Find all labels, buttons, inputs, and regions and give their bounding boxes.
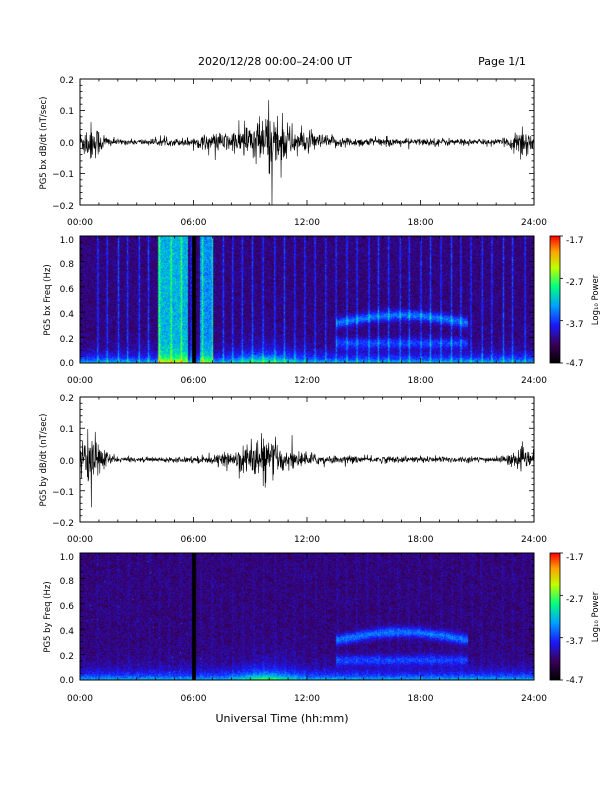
cb1-tick-2: -3.7 [566,320,584,330]
byf-ytick-1: 0.8 [60,577,75,587]
x-axis-label: Universal Time (hh:mm) [216,712,349,725]
p4-xtick-0: 00:00 [67,694,93,704]
p2-xtick-4: 24:00 [521,376,547,386]
by-dbdt-ticks [79,396,535,523]
cb2-tick-0: -1.7 [566,553,584,563]
p2-xtick-2: 12:00 [294,376,320,386]
bx-dbdt-trace [79,100,535,206]
cb1-tick-3: -4.7 [566,359,584,369]
cb2-tick-1: -2.7 [566,595,584,605]
p4-xtick-1: 06:00 [181,694,207,704]
by-ytick-3: −0.1 [52,488,74,498]
bxf-ytick-2: 0.6 [60,285,75,295]
p1-xtick-0: 00:00 [67,218,93,228]
byf-ytick-4: 0.2 [60,652,74,662]
bx-dbdt-ylabel: PG5 bx dB/dt (nT/sec) [39,97,49,190]
bx-ytick-0: 0.2 [60,76,74,86]
p3-xtick-3: 18:00 [408,535,434,545]
p4-xtick-2: 12:00 [294,694,320,704]
bx-spectrogram-ticks [79,235,535,364]
bxf-ytick-5: 0.0 [60,359,75,369]
bx-ytick-2: 0.0 [60,139,75,149]
p1-xtick-1: 06:00 [181,218,207,228]
p1-xtick-4: 24:00 [521,218,547,228]
by-dbdt-ylabel: PG5 by dB/dt (nT/sec) [39,414,49,507]
by-dbdt-trace [79,428,535,508]
byf-ytick-5: 0.0 [60,676,75,686]
p2-xtick-3: 18:00 [408,376,434,386]
by-freq-ylabel: PG5 by Freq (Hz) [43,581,53,652]
by-ytick-1: 0.1 [60,425,74,435]
p2-xtick-0: 00:00 [67,376,93,386]
by-ytick-4: −0.2 [52,519,74,529]
panel-by-spectrogram: 1.0 0.8 0.6 0.4 0.2 0.0 PG5 by Freq (Hz)… [43,552,601,704]
p4-xtick-3: 18:00 [408,694,434,704]
bxf-ytick-0: 1.0 [60,236,75,246]
bxf-ytick-4: 0.2 [60,335,74,345]
byf-ytick-0: 1.0 [60,553,75,563]
cb2-tick-2: -3.7 [566,637,584,647]
trace-line [79,428,535,508]
bx-ytick-1: 0.1 [60,107,74,117]
colorbar-1-label: Log₁₀ Power [591,274,601,325]
by-ytick-0: 0.2 [60,394,74,404]
bxf-ytick-1: 0.8 [60,260,75,270]
p1-xtick-2: 12:00 [294,218,320,228]
p3-xtick-2: 12:00 [294,535,320,545]
colorbar-1-ticks [560,235,563,364]
p3-xtick-0: 00:00 [67,535,93,545]
bx-dbdt-ticks [79,78,535,206]
p2-xtick-1: 06:00 [181,376,207,386]
bx-ytick-3: −0.1 [52,170,74,180]
by-ytick-2: 0.0 [60,457,75,467]
bx-freq-ylabel: PG5 bx Freq (Hz) [43,264,53,335]
panel-bx-spectrogram: 1.0 0.8 0.6 0.4 0.2 0.0 PG5 bx Freq (Hz)… [43,235,601,386]
colorbar-2 [549,552,561,681]
panel-bx-dbdt: 0.2 0.1 0.0 −0.1 −0.2 PG5 bx dB/dt (nT/s… [39,76,547,228]
byf-ytick-3: 0.4 [60,627,75,637]
page-title: 2020/12/28 00:00–24:00 UT [198,55,352,68]
p4-xtick-4: 24:00 [521,694,547,704]
bxf-ytick-3: 0.4 [60,310,75,320]
bx-spectrogram-image [80,236,534,363]
by-spectrogram-image [80,553,534,680]
colorbar-1 [549,235,561,364]
byf-ytick-2: 0.6 [60,602,75,612]
colorbar-2-ticks [560,552,563,681]
bx-ytick-4: −0.2 [52,202,74,212]
p1-xtick-3: 18:00 [408,218,434,228]
cb1-tick-0: -1.7 [566,236,584,246]
p3-xtick-1: 06:00 [181,535,207,545]
trace-line [79,100,535,206]
cb2-tick-3: -4.7 [566,676,584,686]
colorbar-2-label: Log₁₀ Power [591,591,601,642]
cb1-tick-1: -2.7 [566,278,584,288]
by-spectrogram-ticks [79,552,535,681]
p3-xtick-4: 24:00 [521,535,547,545]
panel-by-dbdt: 0.2 0.1 0.0 −0.1 −0.2 PG5 by dB/dt (nT/s… [39,394,547,545]
page-number: Page 1/1 [478,55,526,68]
